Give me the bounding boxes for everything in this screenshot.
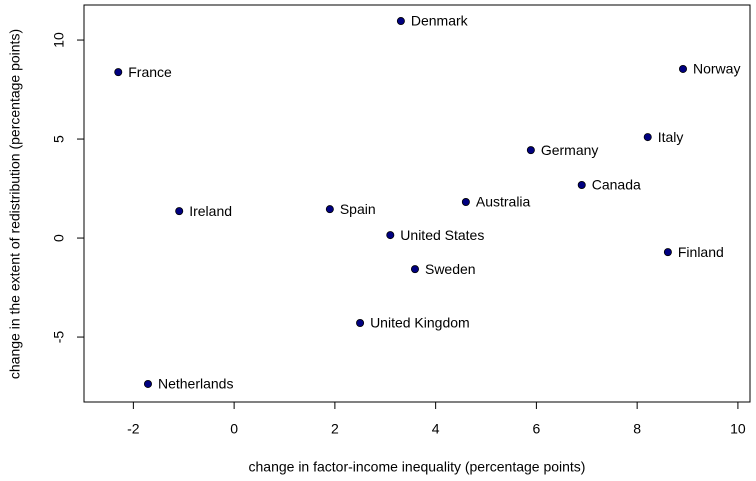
y-tick-label: 0 xyxy=(51,234,67,242)
x-tick-label: 0 xyxy=(230,421,238,437)
point xyxy=(356,318,365,327)
point xyxy=(461,198,470,207)
point-label: Australia xyxy=(476,194,531,210)
point-label: Denmark xyxy=(411,13,469,29)
point-label: Spain xyxy=(340,201,376,217)
y-tick-label: 5 xyxy=(51,135,67,143)
point xyxy=(526,146,535,155)
point-label: France xyxy=(128,64,172,80)
point-label: Sweden xyxy=(425,261,476,277)
point xyxy=(678,64,687,73)
point xyxy=(410,265,419,274)
x-tick-label: 8 xyxy=(633,421,641,437)
x-tick-label: 6 xyxy=(532,421,540,437)
point-label: Italy xyxy=(658,129,684,145)
y-axis-label: change in the extent of redistribution (… xyxy=(7,29,23,379)
point xyxy=(663,248,672,257)
point-label: United Kingdom xyxy=(370,315,470,331)
point xyxy=(175,207,184,216)
x-tick-label: -2 xyxy=(127,421,140,437)
point-label: Ireland xyxy=(189,203,232,219)
x-tick-label: 4 xyxy=(432,421,440,437)
point xyxy=(143,379,152,388)
point xyxy=(577,180,586,189)
y-tick-label: -5 xyxy=(51,331,67,344)
point-label: Netherlands xyxy=(158,376,234,392)
plot-frame xyxy=(83,4,751,403)
point xyxy=(396,17,405,26)
point-label: Norway xyxy=(693,61,740,77)
point xyxy=(114,68,123,77)
point xyxy=(643,133,652,142)
point xyxy=(386,231,395,240)
x-axis-label: change in factor-income inequality (perc… xyxy=(249,459,586,475)
x-tick-label: 2 xyxy=(331,421,339,437)
point-label: Canada xyxy=(592,177,641,193)
point-label: Finland xyxy=(678,244,724,260)
x-tick-label: 10 xyxy=(730,421,746,437)
point xyxy=(325,205,334,214)
point-label: United States xyxy=(400,227,484,243)
y-tick-label: 10 xyxy=(51,32,67,48)
point-label: Germany xyxy=(541,142,599,158)
